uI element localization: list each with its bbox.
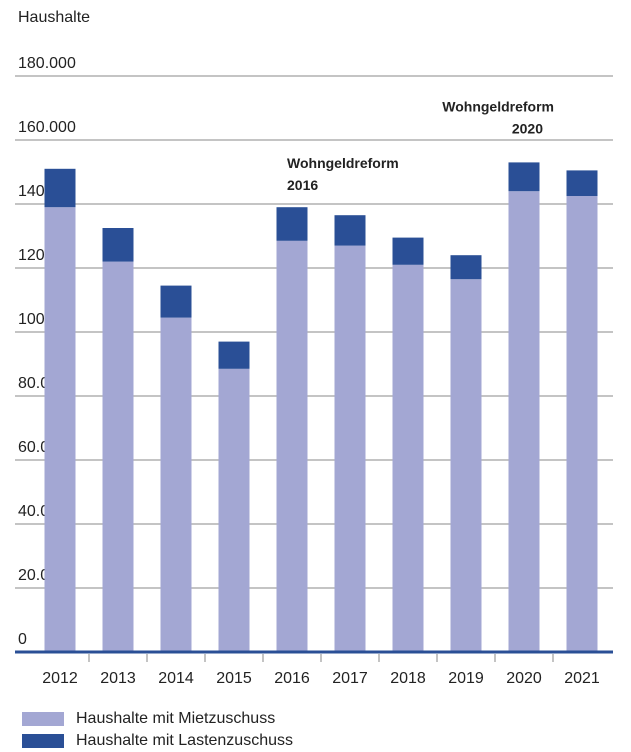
y-axis-label: Haushalte (18, 9, 90, 26)
annotation-year: 2016 (287, 177, 318, 193)
legend-swatch-lastenzuschuss (22, 734, 64, 748)
bar-2019-lastenzuschuss (450, 255, 482, 280)
legend-item-lastenzuschuss: Haushalte mit Lastenzuschuss (22, 730, 293, 752)
bar-2014-mietzuschuss (160, 317, 192, 652)
x-tick-label: 2013 (100, 670, 136, 687)
bar-2013-mietzuschuss (102, 261, 134, 652)
x-tick-label: 2017 (332, 670, 368, 687)
bar-2018-lastenzuschuss (392, 237, 424, 265)
bar-2017-mietzuschuss (334, 245, 366, 652)
y-tick-label: 0 (18, 631, 27, 648)
x-tick-label: 2018 (390, 670, 426, 687)
bar-2012-lastenzuschuss (44, 168, 76, 208)
x-tick-label: 2012 (42, 670, 78, 687)
x-axis: 2012 2013 2014 2015 2016 2017 2018 2019 2020 2021 (15, 650, 613, 687)
bar-2012-mietzuschuss (44, 207, 76, 652)
bar-2016-lastenzuschuss (276, 207, 308, 241)
bar-2020-lastenzuschuss (508, 162, 540, 192)
annotation-year: 2020 (512, 120, 543, 136)
bar-2017-lastenzuschuss (334, 215, 366, 246)
y-tick-label: 180.000 (18, 55, 76, 72)
annotation-title: Wohngeldreform (287, 155, 399, 171)
bar-2015-lastenzuschuss (218, 341, 250, 369)
x-tick-label: 2019 (448, 670, 484, 687)
bars (44, 162, 598, 653)
x-tick-label: 2020 (506, 670, 542, 687)
annotations: Wohngeldreform 2016 Wohngeldreform 2020 (287, 98, 554, 193)
bar-2018-mietzuschuss (392, 264, 424, 652)
bar-2021-lastenzuschuss (566, 170, 598, 196)
legend-item-mietzuschuss: Haushalte mit Mietzuschuss (22, 708, 293, 730)
bar-2021-mietzuschuss (566, 196, 598, 652)
bar-2015-mietzuschuss (218, 368, 250, 652)
x-tick-label: 2016 (274, 670, 310, 687)
x-tick-label: 2015 (216, 670, 252, 687)
bar-2019-mietzuschuss (450, 279, 482, 652)
x-tick-label: 2014 (158, 670, 194, 687)
y-tick-label: 160.000 (18, 119, 76, 136)
legend-swatch-mietzuschuss (22, 712, 64, 726)
x-tick-label: 2021 (564, 670, 600, 687)
legend: Haushalte mit Mietzuschuss Haushalte mit… (22, 708, 293, 752)
annotation-title: Wohngeldreform (442, 98, 554, 114)
bar-chart: Haushalte 020.00040.00060.00080.000100.0… (15, 9, 613, 687)
legend-label-lastenzuschuss: Haushalte mit Lastenzuschuss (76, 732, 293, 749)
bar-2016-mietzuschuss (276, 240, 308, 653)
bar-2020-mietzuschuss (508, 191, 540, 652)
bar-2014-lastenzuschuss (160, 285, 192, 318)
bar-2013-lastenzuschuss (102, 228, 134, 262)
legend-label-mietzuschuss: Haushalte mit Mietzuschuss (76, 710, 276, 727)
